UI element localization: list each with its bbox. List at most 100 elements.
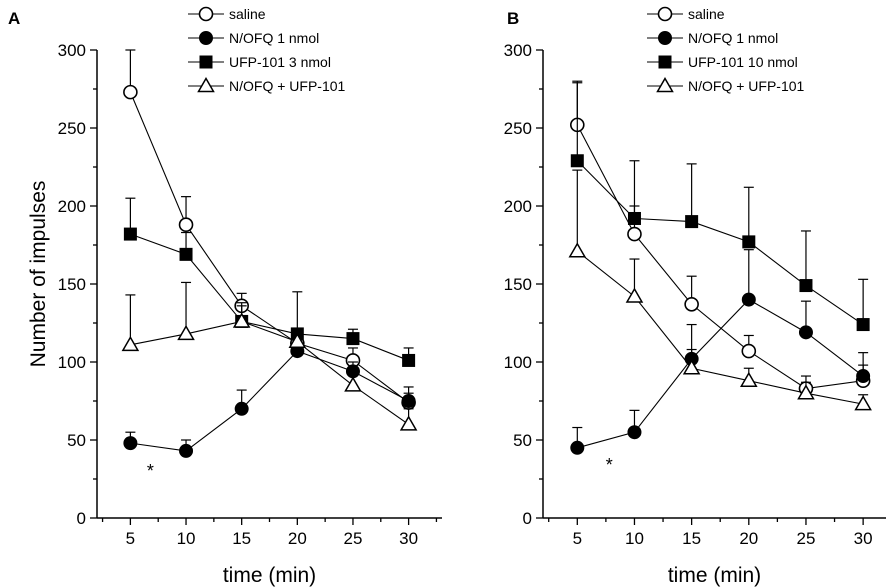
- data-point: [123, 436, 138, 451]
- legend-item: N/OFQ + UFP-101: [647, 76, 805, 94]
- data-point: [121, 335, 140, 352]
- data-point: [232, 312, 251, 328]
- data-point: [570, 154, 584, 168]
- data-point: [741, 292, 756, 307]
- data-point: [234, 401, 249, 416]
- x-tick-label: 10: [177, 529, 196, 548]
- series-2: [570, 249, 871, 455]
- legend-item: N/OFQ 1 nmol: [647, 30, 778, 46]
- series-line: [576, 250, 864, 405]
- x-tick-label: 5: [573, 529, 582, 548]
- legend-marker: [197, 76, 215, 93]
- data-point: [741, 343, 757, 359]
- significance-marker: *: [606, 455, 613, 475]
- y-tick-label: 250: [58, 119, 86, 138]
- x-tick-label: 30: [399, 529, 418, 548]
- data-point: [854, 395, 872, 411]
- panel-label: B: [507, 9, 519, 28]
- data-point: [625, 287, 644, 303]
- y-tick-label: 150: [504, 275, 532, 294]
- legend-label: saline: [688, 6, 725, 22]
- legend: saline N/OFQ 1 nmol UFP-101 10 nmol N/OFQ +…: [647, 6, 805, 94]
- x-tick-label: 20: [739, 529, 758, 548]
- legend-label: N/OFQ 1 nmol: [688, 30, 778, 46]
- data-point: [685, 215, 699, 229]
- panel-label: A: [8, 9, 20, 28]
- x-tick-label: 15: [232, 529, 251, 548]
- series-1: [123, 49, 416, 410]
- data-point: [684, 296, 699, 312]
- legend-item: N/OFQ 1 nmol: [188, 30, 319, 46]
- significance-marker: *: [147, 461, 154, 481]
- x-tick-label: 10: [625, 529, 644, 548]
- panel-A: A 0 50 100 150 200 250 300 5 10 15 20 25 30 time (min)…: [8, 6, 442, 587]
- series-line: [576, 124, 864, 390]
- legend-marker: [657, 6, 673, 22]
- x-tick-label: 15: [682, 529, 701, 548]
- data-point: [627, 211, 641, 225]
- data-point: [401, 394, 416, 408]
- data-point: [797, 384, 815, 400]
- data-point: [344, 376, 362, 392]
- y-tick-label: 300: [58, 41, 86, 60]
- data-point: [682, 359, 701, 375]
- data-point: [627, 226, 642, 242]
- data-point: [856, 318, 870, 332]
- y-tick-label: 50: [513, 431, 532, 450]
- data-point: [856, 369, 871, 384]
- y-tick-label: 200: [58, 197, 86, 216]
- legend-marker: [656, 76, 674, 93]
- legend-item: UFP-101 10 nmol: [647, 54, 798, 70]
- data-point: [123, 227, 137, 241]
- legend-marker: [199, 55, 213, 69]
- series-1: [569, 80, 871, 396]
- x-tick-label: 30: [854, 529, 873, 548]
- series-line: [130, 320, 409, 425]
- y-axis-title: Number of impulses: [27, 181, 50, 368]
- series-line: [130, 233, 409, 361]
- legend-label: N/OFQ + UFP-101: [229, 78, 346, 94]
- x-tick-label: 25: [797, 529, 816, 548]
- panel-B: B 0 50 100 150 200 250 300 5 10 15 20 25 30 time (min)…: [504, 6, 886, 587]
- legend-item: UFP-101 3 nmol: [188, 54, 331, 70]
- x-axis-title: time (min): [668, 564, 761, 587]
- data-point: [740, 371, 758, 387]
- data-point: [179, 443, 194, 458]
- x-tick-label: 25: [344, 529, 363, 548]
- series-line: [577, 298, 864, 449]
- legend-label: UFP-101 10 nmol: [688, 54, 798, 70]
- legend-marker: [658, 55, 672, 69]
- y-tick-label: 250: [504, 119, 532, 138]
- data-point: [570, 440, 585, 455]
- data-point: [177, 324, 195, 341]
- data-point: [799, 279, 813, 293]
- data-point: [742, 235, 756, 249]
- y-tick-label: 200: [504, 197, 532, 216]
- legend-marker: [198, 6, 214, 22]
- series-3: [123, 197, 416, 367]
- y-tick-label: 50: [67, 431, 86, 450]
- y-tick-label: 150: [58, 275, 86, 294]
- data-point: [402, 353, 416, 367]
- y-tick-label: 100: [58, 353, 86, 372]
- y-tick-label: 300: [504, 41, 532, 60]
- y-tick-label: 0: [77, 509, 86, 528]
- legend-item: saline: [647, 6, 725, 22]
- legend: saline N/OFQ 1 nmol UFP-101 3 nmol N/OFQ + …: [188, 6, 346, 94]
- x-axis-title: time (min): [223, 564, 316, 587]
- x-tick-label: 5: [126, 529, 135, 548]
- legend-marker: [199, 31, 213, 45]
- data-point: [288, 332, 307, 348]
- series-4: [121, 281, 418, 431]
- legend-label: saline: [229, 6, 266, 22]
- x-tick-label: 20: [288, 529, 307, 548]
- data-point: [179, 247, 193, 261]
- data-point: [627, 425, 642, 440]
- data-point: [798, 325, 813, 340]
- legend-marker: [658, 31, 672, 45]
- series-line: [129, 91, 409, 403]
- legend-label: UFP-101 3 nmol: [229, 54, 331, 70]
- data-point: [346, 332, 360, 346]
- series-line: [130, 350, 409, 452]
